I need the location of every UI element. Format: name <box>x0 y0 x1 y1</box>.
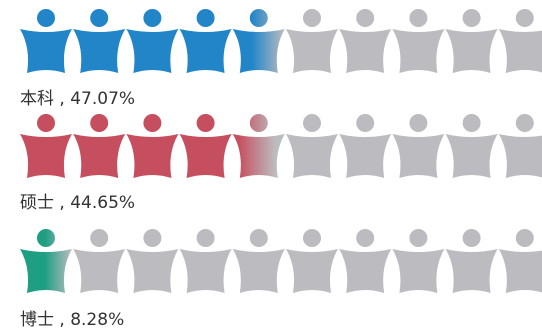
person-icon <box>179 229 232 293</box>
person-icon <box>392 114 445 178</box>
person-icon <box>20 229 72 293</box>
series-row-0: 本科 , 47.07% <box>20 9 542 109</box>
person-icon <box>179 9 232 73</box>
person-icon <box>339 229 392 293</box>
person-icon <box>339 9 392 73</box>
series-label-1: 硕士 , 44.65% <box>20 193 135 213</box>
person-icon <box>179 114 232 178</box>
person-icon <box>126 9 179 73</box>
person-icon <box>126 229 179 293</box>
person-icon <box>232 114 285 178</box>
person-icon <box>73 229 126 293</box>
person-icon <box>445 114 498 178</box>
person-icon <box>498 229 542 293</box>
series-row-2: 博士 , 8.28% <box>20 229 542 330</box>
series-label-2: 博士 , 8.28% <box>20 310 124 330</box>
person-icon <box>498 114 542 178</box>
person-icon <box>126 114 179 178</box>
person-icon <box>445 229 498 293</box>
person-icon <box>445 9 498 73</box>
person-icon <box>20 9 72 73</box>
person-icon <box>73 114 126 178</box>
series-row-1: 硕士 , 44.65% <box>20 114 542 213</box>
person-icon <box>286 114 338 178</box>
person-icon <box>286 229 338 293</box>
person-icon <box>232 9 285 73</box>
person-icon <box>232 229 285 293</box>
person-icon <box>286 9 338 73</box>
person-icon <box>498 9 542 73</box>
person-icon <box>73 9 126 73</box>
person-icon <box>392 229 445 293</box>
person-icon <box>339 114 392 178</box>
person-icon <box>392 9 445 73</box>
series-label-0: 本科 , 47.07% <box>20 89 135 109</box>
person-icon <box>20 114 72 178</box>
